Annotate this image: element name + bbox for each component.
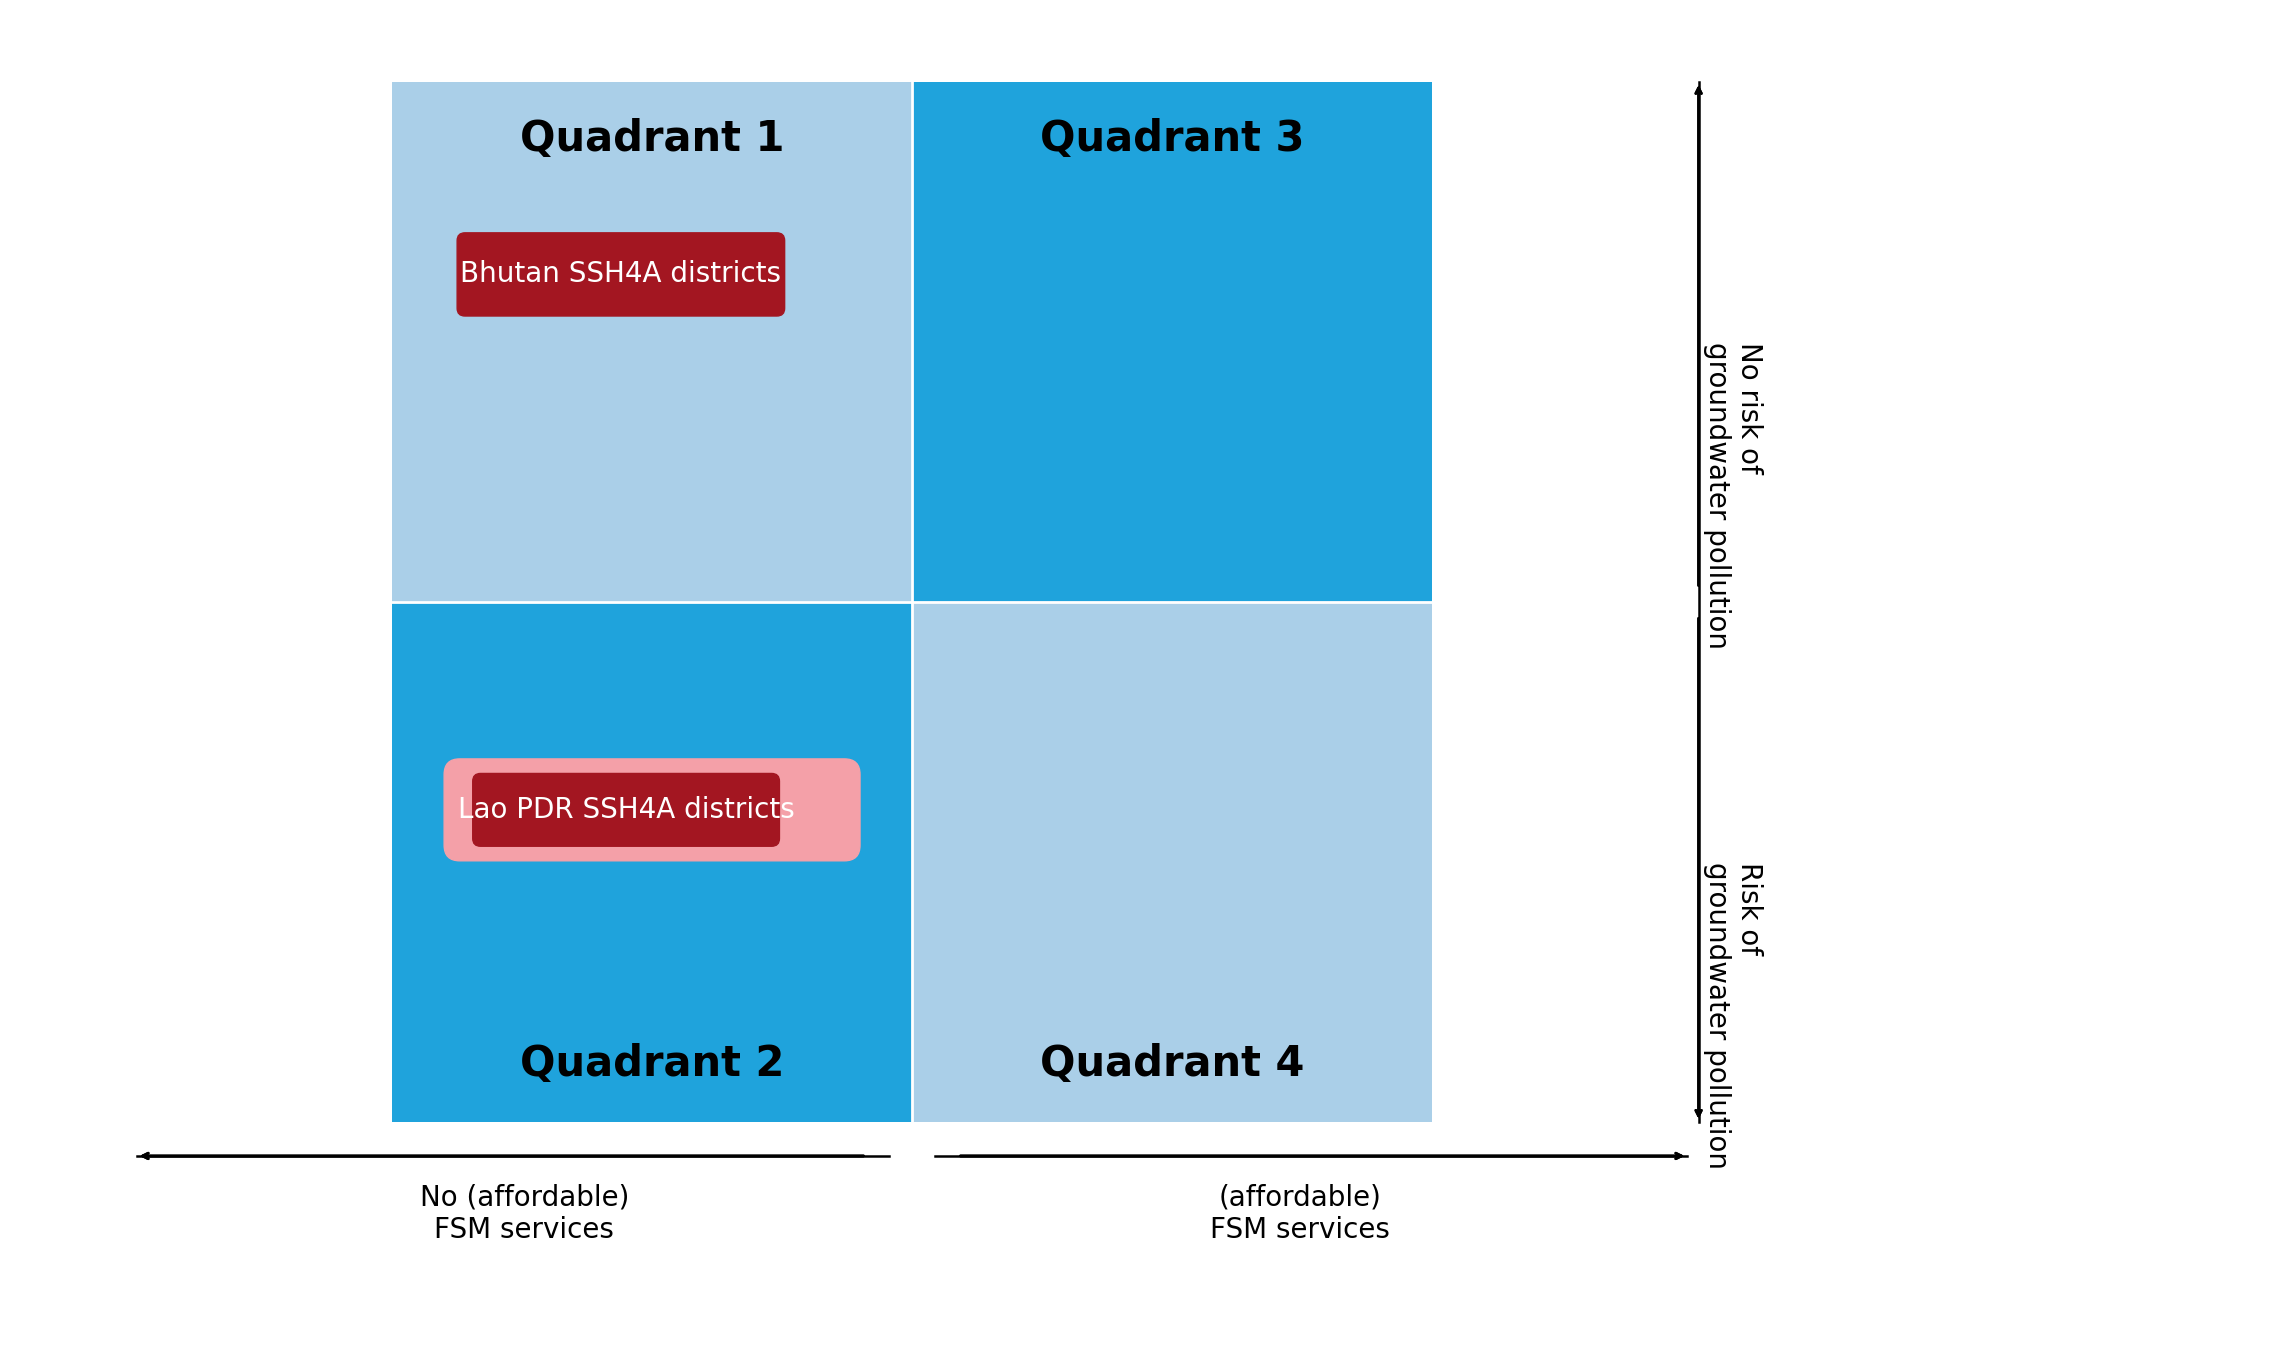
Text: Quadrant 4: Quadrant 4 [1040,1044,1304,1085]
Text: (affordable)
FSM services: (affordable) FSM services [1211,1183,1389,1244]
Bar [912,602,1432,1122]
FancyBboxPatch shape [456,233,784,316]
Text: Bhutan SSH4A districts: Bhutan SSH4A districts [461,260,782,289]
Text: Quadrant 1: Quadrant 1 [520,119,784,160]
Text: Quadrant 2: Quadrant 2 [520,1044,784,1085]
Text: Lao PDR SSH4A districts: Lao PDR SSH4A districts [458,796,793,824]
Text: Quadrant 3: Quadrant 3 [1040,119,1304,160]
FancyBboxPatch shape [445,759,860,860]
Text: Risk of
groundwater pollution: Risk of groundwater pollution [1703,862,1762,1168]
Text: No risk of
groundwater pollution: No risk of groundwater pollution [1703,342,1762,648]
Bar [912,82,1432,602]
FancyBboxPatch shape [472,773,780,847]
Text: No (affordable)
FSM services: No (affordable) FSM services [420,1183,629,1244]
Bar [392,602,912,1122]
Bar [392,82,912,602]
